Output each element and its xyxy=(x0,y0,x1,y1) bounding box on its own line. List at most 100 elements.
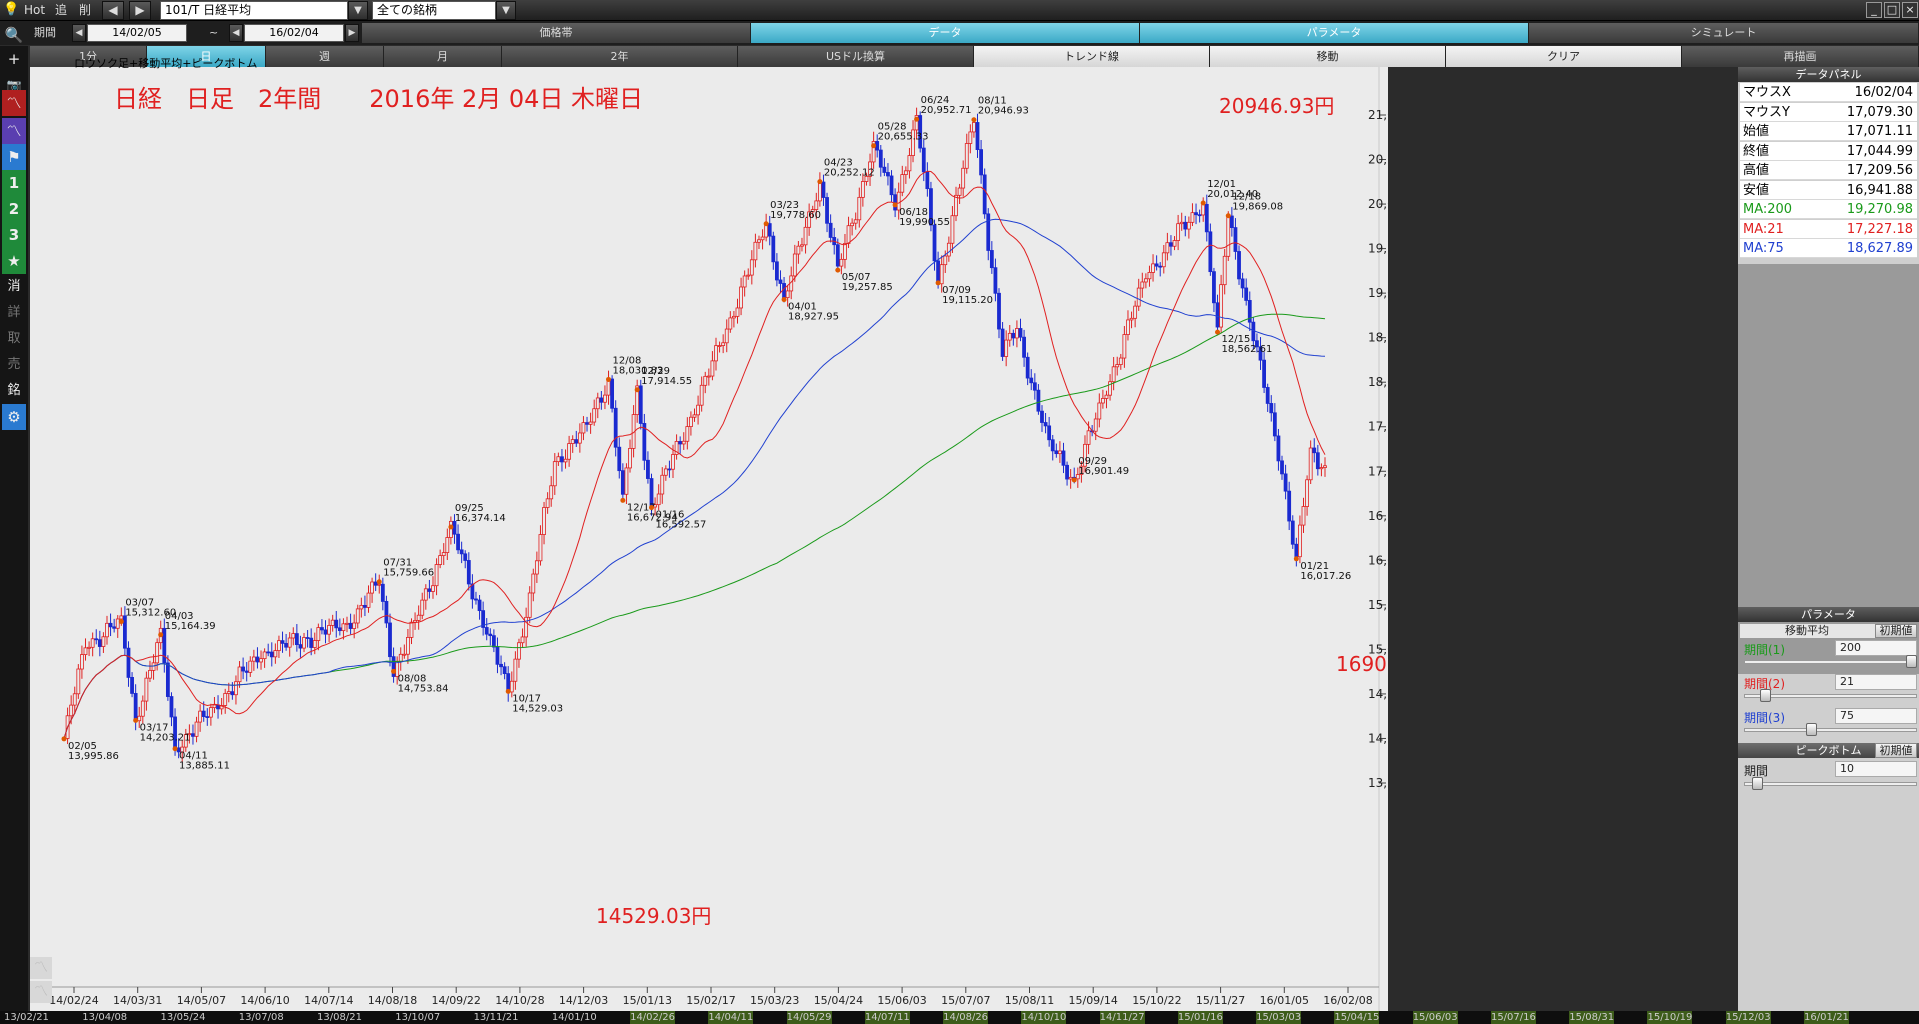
candle-body xyxy=(273,650,278,658)
data-panel-value: 16,941.88 xyxy=(1846,182,1913,198)
candle-body xyxy=(1011,332,1016,339)
candle-body xyxy=(198,710,203,723)
tab-weekly[interactable]: 週 xyxy=(266,46,384,67)
next-symbol-button[interactable]: ▶ xyxy=(129,1,151,20)
ma-init-button[interactable]: 初期値 xyxy=(1875,624,1917,638)
tab-2years[interactable]: 2年 xyxy=(502,46,738,67)
x-tick-label: 15/03/23 xyxy=(750,994,799,1007)
chart-area[interactable]: 21,000 20,500 20,000 19,500 19,000 18,500 18,0… xyxy=(30,57,1388,1011)
peak-bottom-marker xyxy=(781,297,787,303)
preset-1-button[interactable]: 1 xyxy=(2,170,26,196)
ma-period-input[interactable]: 200 xyxy=(1835,640,1917,656)
tab-data[interactable]: データ xyxy=(751,23,1140,43)
ma-period-slider-knob[interactable] xyxy=(1805,723,1817,736)
candle-body xyxy=(1237,251,1241,280)
universe-dropdown-icon[interactable]: ▼ xyxy=(496,1,516,20)
candle-body xyxy=(1229,215,1234,228)
ma-period-input[interactable]: 75 xyxy=(1835,708,1917,724)
tab-monthly[interactable]: 月 xyxy=(384,46,502,67)
candle-body xyxy=(431,585,435,592)
candle-body xyxy=(90,638,95,648)
candle-body xyxy=(1244,287,1249,301)
candle-body xyxy=(1169,242,1173,247)
minimize-button[interactable]: _ xyxy=(1866,2,1882,18)
date-to-left-arrow[interactable]: ◀ xyxy=(229,24,243,42)
chart-line-icon[interactable]: 〽 xyxy=(2,90,26,116)
candle-body xyxy=(585,422,589,425)
candle-body xyxy=(925,171,930,190)
hot-button[interactable]: Hot xyxy=(24,3,46,17)
date-to-field[interactable]: 16/02/04 xyxy=(244,24,344,42)
preset-3-button[interactable]: 3 xyxy=(2,222,26,248)
symbol-button[interactable]: 銘 xyxy=(7,383,21,398)
peak-bottom-period-input[interactable]: 10 xyxy=(1835,761,1917,777)
move-button[interactable]: 移動 xyxy=(1210,46,1446,67)
candle-body xyxy=(474,598,478,601)
star-icon[interactable]: ★ xyxy=(2,248,26,274)
candle-body xyxy=(567,443,572,460)
bottom-left-tool-icon[interactable]: 〽 xyxy=(30,957,52,979)
symbol-dropdown-icon[interactable]: ▼ xyxy=(348,1,368,20)
ma-period-slider[interactable] xyxy=(1744,694,1917,698)
trendline-button[interactable]: トレンド線 xyxy=(974,46,1210,67)
flag-icon[interactable]: ⚑ xyxy=(2,144,26,170)
symbol-input[interactable]: 101/T 日経平均 xyxy=(160,1,348,20)
detail-button[interactable]: 詳 xyxy=(7,305,21,320)
lightbulb-icon[interactable]: 💡 xyxy=(3,2,20,17)
candle-body xyxy=(964,143,969,169)
ma-period-slider[interactable] xyxy=(1744,660,1917,664)
overview-date-axis[interactable]: 13/02/21 13/04/08 13/05/24 13/07/08 13/08/21… xyxy=(0,1011,1919,1024)
sell-button[interactable]: 売 xyxy=(7,357,21,372)
candlestick-chart[interactable]: 21,000 20,500 20,000 19,500 19,000 18,500 18,0… xyxy=(30,67,1388,1011)
candle-body xyxy=(377,583,382,586)
peak-bottom-slider-knob[interactable] xyxy=(1752,777,1764,790)
ma-period-slider-knob[interactable] xyxy=(1906,655,1917,668)
ma-period-slider-knob[interactable] xyxy=(1760,689,1772,702)
date-from-field[interactable]: 14/02/05 xyxy=(87,24,187,42)
tab-daily[interactable]: 日 xyxy=(147,46,266,67)
candle-body xyxy=(1247,300,1252,323)
candle-body xyxy=(434,564,439,587)
candle-body xyxy=(1269,403,1274,414)
add-button[interactable]: 追 xyxy=(55,3,68,17)
gear-icon[interactable]: ⚙ xyxy=(2,404,26,430)
universe-select[interactable]: 全ての銘柄 xyxy=(372,1,496,20)
close-button[interactable]: × xyxy=(1902,2,1918,18)
ma-period-slider[interactable] xyxy=(1744,728,1917,732)
bottom-left-tool2-icon[interactable]: 〽 xyxy=(30,981,52,1003)
candle-body xyxy=(1219,284,1224,328)
maximize-button[interactable]: □ xyxy=(1884,2,1900,18)
candle-body xyxy=(1204,203,1209,233)
candle-body xyxy=(456,533,460,551)
candle-body xyxy=(1075,474,1080,480)
peak-bottom-value: 20,012.40 xyxy=(1207,189,1258,200)
crosshair-icon[interactable]: + xyxy=(7,50,21,68)
prev-symbol-button[interactable]: ◀ xyxy=(102,1,124,20)
search-icon[interactable]: 🔍 xyxy=(4,26,24,44)
erase-button[interactable]: 消 xyxy=(7,279,21,294)
trade-button[interactable]: 取 xyxy=(7,331,21,346)
tab-1min[interactable]: 1分 xyxy=(30,46,147,67)
date-to-right-arrow[interactable]: ▶ xyxy=(345,24,359,42)
clear-button[interactable]: クリア xyxy=(1446,46,1682,67)
peak-bottom-slider[interactable] xyxy=(1744,782,1917,786)
redraw-button[interactable]: 再描画 xyxy=(1682,46,1919,67)
peak-bottom-init-button[interactable]: 初期値 xyxy=(1875,743,1917,758)
candle-body xyxy=(402,653,407,656)
delete-button[interactable]: 削 xyxy=(79,3,92,17)
tab-simulate[interactable]: シミュレート xyxy=(1529,23,1919,43)
ma-period-input[interactable]: 21 xyxy=(1835,674,1917,690)
preset-2-button[interactable]: 2 xyxy=(2,196,26,222)
camera-icon[interactable]: 📷 xyxy=(6,78,22,92)
tab-parameters[interactable]: パラメータ xyxy=(1140,23,1529,43)
tab-price-range[interactable]: 価格帯 xyxy=(362,23,751,43)
candle-body xyxy=(105,622,109,638)
chart-indicator-icon[interactable]: 〽 xyxy=(2,118,26,144)
peak-bottom-marker xyxy=(1225,213,1231,219)
candle-body xyxy=(491,635,496,648)
timeframe-bar: 1分 日 週 月 2年 USドル換算 トレンド線 移動 クリア 再描画 xyxy=(30,46,1919,67)
ma-section-header: 移動平均 初期値 xyxy=(1740,624,1917,638)
date-from-left-arrow[interactable]: ◀ xyxy=(72,24,86,42)
tab-usd-conversion[interactable]: USドル換算 xyxy=(738,46,974,67)
ma-section-label: 移動平均 xyxy=(1785,624,1829,637)
